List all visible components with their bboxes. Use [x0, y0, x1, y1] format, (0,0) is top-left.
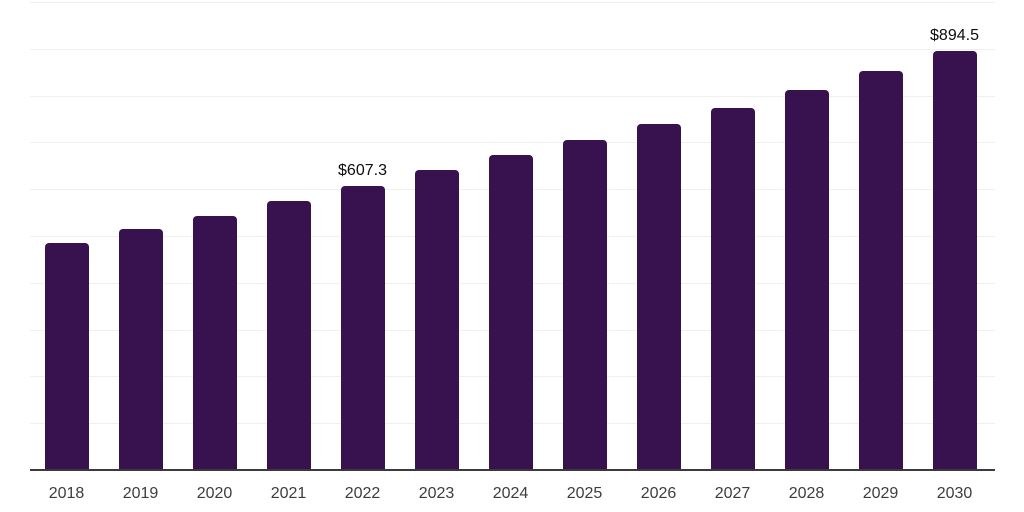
bar-2019 [118, 229, 163, 470]
x-tick-label-2030: 2030 [936, 485, 973, 502]
x-tick-label-2025: 2025 [566, 485, 603, 502]
x-tick-label-2024: 2024 [492, 485, 529, 502]
x-tick-label-2029: 2029 [862, 485, 899, 502]
y-gridline [30, 2, 995, 3]
data-label-2030: $894.5 [930, 27, 979, 45]
bar-2026 [636, 124, 681, 470]
x-axis-line [30, 469, 995, 471]
x-tick-label-2028: 2028 [788, 485, 825, 502]
bar-2020 [192, 215, 237, 470]
y-gridline [30, 48, 995, 50]
x-tick-label-2020: 2020 [196, 485, 233, 502]
bar-2028 [784, 89, 829, 470]
x-tick-label-2018: 2018 [48, 485, 85, 502]
bar-2024 [488, 155, 533, 470]
y-gridline [30, 95, 995, 97]
bar-2021 [266, 200, 311, 470]
data-label-2022: $607.3 [338, 161, 387, 179]
x-tick-label-2027: 2027 [714, 485, 751, 502]
bar-2023 [414, 170, 459, 470]
x-tick-label-2023: 2023 [418, 485, 455, 502]
bar-2025 [562, 140, 607, 470]
bar-2027 [710, 107, 755, 470]
bar-2022 [340, 185, 385, 470]
x-tick-label-2019: 2019 [122, 485, 159, 502]
y-gridline [30, 142, 995, 144]
x-tick-label-2021: 2021 [270, 485, 307, 502]
x-tick-label-2022: 2022 [344, 485, 381, 502]
bar-2029 [858, 70, 903, 470]
x-tick-label-2026: 2026 [640, 485, 677, 502]
bar-2018 [44, 242, 89, 470]
bar-2030 [932, 51, 977, 470]
